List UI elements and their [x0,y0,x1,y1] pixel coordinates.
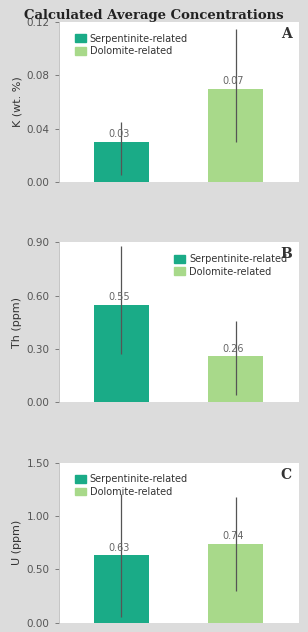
Bar [209,544,263,623]
Bar [209,88,263,182]
Text: Calculated Average Concentrations: Calculated Average Concentrations [24,9,284,23]
Bar [94,142,149,182]
Y-axis label: U (ppm): U (ppm) [12,520,22,565]
Legend: Serpentinite-related, Dolomite-related: Serpentinite-related, Dolomite-related [73,32,190,58]
Y-axis label: K (wt. %): K (wt. %) [12,76,22,127]
Text: 0.07: 0.07 [223,76,244,86]
Text: 0.63: 0.63 [108,543,130,553]
Bar [209,356,263,402]
Legend: Serpentinite-related, Dolomite-related: Serpentinite-related, Dolomite-related [172,252,289,279]
Text: C: C [280,468,292,482]
Text: A: A [281,27,292,41]
Legend: Serpentinite-related, Dolomite-related: Serpentinite-related, Dolomite-related [73,473,190,499]
Text: 0.55: 0.55 [108,292,130,302]
Text: 0.74: 0.74 [223,532,244,542]
Text: B: B [280,247,292,261]
Text: 0.03: 0.03 [108,130,130,140]
Text: 0.26: 0.26 [223,344,244,354]
Bar [94,305,149,402]
Bar [94,556,149,623]
Y-axis label: Th (ppm): Th (ppm) [12,297,22,348]
